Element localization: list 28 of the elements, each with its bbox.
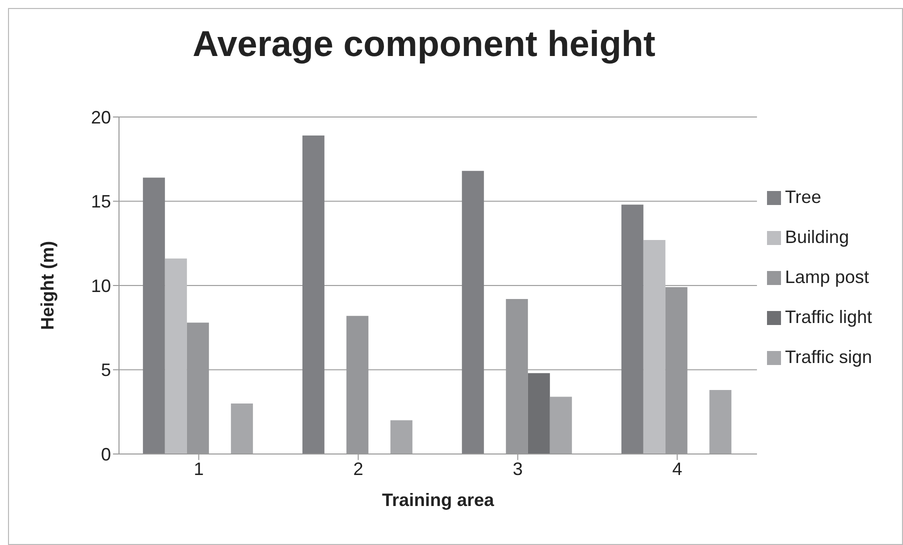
legend-label: Traffic light: [784, 306, 872, 326]
x-tick-label: 2: [353, 458, 364, 479]
chart-title: Average component height: [192, 23, 656, 65]
bar: [230, 403, 253, 454]
y-tick-label: 20: [90, 107, 111, 128]
bar: [302, 136, 324, 454]
x-tick-label: 4: [672, 458, 682, 479]
bar: [528, 373, 550, 454]
bar: [550, 396, 572, 454]
y-axis-title: Height (m): [37, 241, 58, 330]
bar: [142, 178, 165, 454]
x-tick-label: 3: [512, 458, 523, 479]
bar: [621, 204, 644, 454]
legend-label: Tree: [784, 186, 822, 206]
x-tick-label: 1: [194, 458, 204, 479]
legend-label: Building: [784, 226, 850, 246]
y-tick-label: 5: [100, 360, 111, 380]
bar: [390, 420, 412, 454]
legend-label: Lamp post: [784, 266, 870, 286]
bar: [709, 390, 732, 454]
bar: [643, 240, 666, 454]
y-tick-label: 0: [100, 444, 111, 464]
x-axis-title: Training area: [382, 490, 495, 510]
bar: [462, 170, 484, 454]
bar: [164, 258, 187, 454]
legend-label: Traffic sign: [784, 346, 872, 366]
y-tick-label: 10: [90, 276, 111, 296]
y-tick-label: 15: [90, 192, 111, 212]
